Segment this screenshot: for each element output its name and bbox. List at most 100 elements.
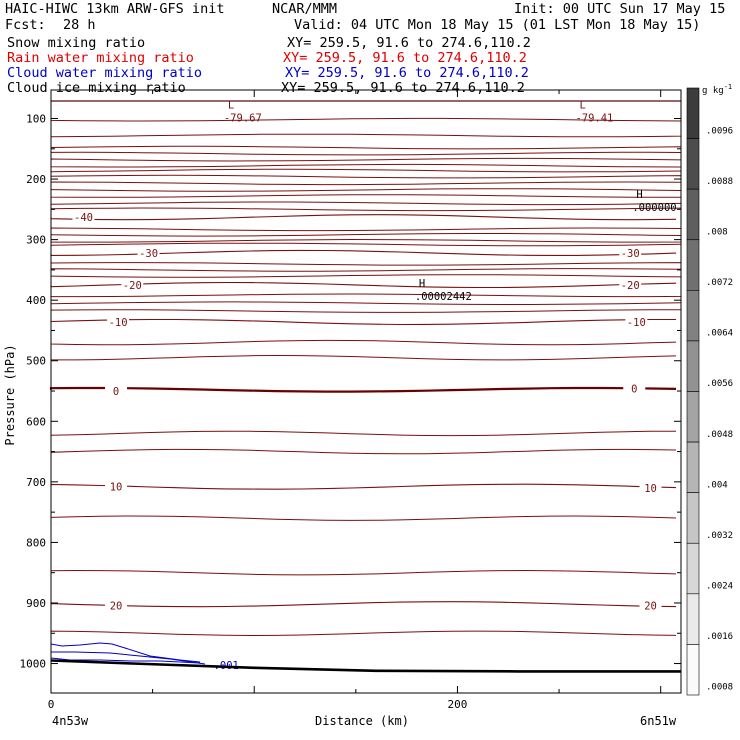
low-marker: L (579, 99, 585, 111)
x-axis-label: Distance (km) (315, 714, 409, 728)
forecast-hour: 28 h (63, 17, 96, 33)
contour-label-bg (72, 211, 95, 224)
low-marker: L (228, 99, 234, 111)
isotherm-10 (50, 483, 677, 490)
y-tick-label: 800 (26, 536, 46, 549)
contour-label-bg (639, 599, 662, 612)
contour-label-bg (137, 246, 160, 259)
isotherm-20 (50, 601, 677, 608)
field-name-cloud-ice: Cloud ice mixing ratio (7, 80, 186, 96)
y-tick-label: 900 (26, 597, 46, 610)
contour-label: 0 (113, 386, 119, 398)
institution-label: NCAR/MMM (272, 1, 337, 17)
colorbar-label: .0088 (706, 177, 733, 187)
isotherm-background-line (50, 262, 682, 266)
colorbar-label: .0016 (706, 632, 733, 642)
extremum-value: -79.41 (575, 112, 613, 124)
colorbar-label: .008 (706, 227, 728, 237)
isotherm-background-line (50, 168, 682, 173)
y-tick-label: 700 (26, 476, 46, 489)
colorbar-segment (686, 188, 700, 241)
colorbar-segment (686, 239, 700, 291)
y-tick-label: 400 (26, 294, 46, 307)
field-name-snow: Snow mixing ratio (7, 35, 145, 51)
isotherm-background-line (50, 301, 682, 305)
isotherm-0 (49, 386, 677, 393)
x-tick-label: 200 (448, 698, 468, 711)
isotherm-background-line (50, 157, 682, 162)
isotherm--20 (50, 281, 677, 289)
terrain-surface (50, 659, 681, 673)
isotherm-background-line (50, 242, 682, 247)
colorbar-segment (686, 593, 700, 645)
colorbar-segment (686, 644, 700, 696)
x-tick-label: 0 (48, 698, 55, 711)
contour-label: 10 (110, 482, 123, 494)
isotherm-background-line (50, 145, 682, 150)
isotherm-line (50, 515, 677, 521)
isotherm-background-line (50, 233, 682, 237)
isotherm-background-line (50, 151, 682, 156)
isotherm--40 (50, 214, 677, 221)
contour-label: -10 (109, 317, 128, 329)
isotherm-background-line (50, 181, 682, 186)
contour-label: -10 (627, 317, 646, 329)
isotherm-background-line (50, 293, 682, 298)
high-marker: H (636, 189, 642, 201)
colorbar-label: .0032 (706, 531, 733, 541)
terrain-line (50, 659, 681, 673)
isotherm-line (50, 339, 677, 346)
colorbar-segment (686, 87, 700, 139)
colorbar-segment (686, 290, 700, 342)
isotherm--30 (50, 249, 677, 256)
colorbar-label: .0048 (706, 430, 733, 440)
field-xy-cloud-ice: XY= 259.5, 91.6 to 274.6,110.2 (281, 80, 525, 96)
isotherm-background-line (50, 163, 682, 168)
contour-label-bg (639, 481, 662, 494)
init-time: Init: 00 UTC Sun 17 May 15 (514, 1, 725, 17)
model-title: HAIC-HIWC 13km ARW-GFS init (5, 1, 224, 17)
contour-label: -30 (139, 248, 158, 260)
colorbar-label: .0008 (706, 683, 733, 693)
isotherm-line (50, 354, 677, 361)
y-tick-label: 1000 (20, 658, 47, 671)
isotherm-background-line (50, 133, 682, 138)
colorbar-label: .004 (706, 480, 728, 490)
valid-time: Valid: 04 UTC Mon 18 May 15 (01 LST Mon … (294, 17, 700, 33)
isotherm-background-line (50, 174, 682, 179)
contour-label-bg (105, 480, 128, 493)
extremum-value: .000000 (632, 202, 676, 214)
isotherm-background-line (50, 227, 682, 232)
isotherm-background-line (50, 274, 682, 278)
temperature-contours (49, 100, 682, 637)
isotherm--10 (50, 318, 676, 326)
colorbar-segment (686, 340, 700, 392)
high-marker: H (419, 278, 425, 290)
contour-label: -20 (621, 280, 640, 292)
isotherm-line (50, 430, 677, 437)
field-name-rain: Rain water mixing ratio (7, 50, 194, 66)
y-tick-label: 500 (26, 355, 46, 368)
colorbar-label: .0064 (706, 329, 733, 339)
colorbar-segment (686, 441, 700, 493)
y-axis-label: Pressure (hPa) (3, 344, 17, 445)
isotherm-background-line (50, 207, 682, 212)
contour-label-bg (105, 385, 128, 398)
cloud-water-contour (50, 657, 201, 664)
colorbar-segment (686, 492, 700, 544)
x-start-location: 4n53w (52, 714, 89, 728)
contour-label: 0 (631, 384, 637, 396)
contour-label: 10 (644, 483, 657, 495)
contour-label-bg (619, 246, 642, 259)
contour-label: -40 (74, 212, 93, 224)
field-xy-snow: XY= 259.5, 91.6 to 274.6,110.2 (287, 35, 531, 51)
y-tick-label: 200 (26, 173, 46, 186)
colorbar-label: .0072 (706, 278, 733, 288)
field-name-cloud-water: Cloud water mixing ratio (7, 65, 202, 81)
colorbar-label: .0056 (706, 379, 733, 389)
contour-label-bg (619, 279, 642, 292)
field-xy-cloud-water: XY= 259.5, 91.6 to 274.6,110.2 (285, 65, 529, 81)
extremum-value: -79.67 (224, 112, 262, 124)
colorbar-unit: g kg-1 (702, 83, 732, 96)
isotherm-line (50, 630, 677, 637)
